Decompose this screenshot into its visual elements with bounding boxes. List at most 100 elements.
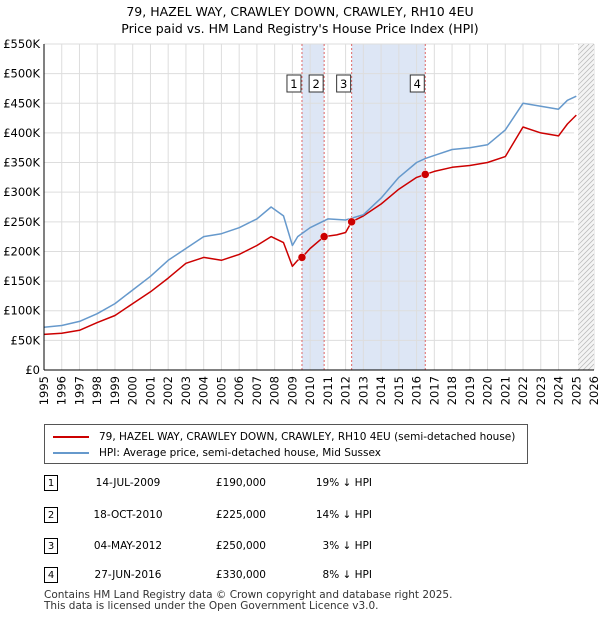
hatch-line <box>577 153 594 171</box>
y-tick-label: £350K <box>3 156 40 170</box>
hatch-line <box>577 103 594 121</box>
hatch-line <box>577 123 594 141</box>
grid-layer <box>43 43 595 371</box>
hatch-line <box>577 63 594 81</box>
x-tick-label: 2024 <box>552 376 566 405</box>
hatch-line <box>577 98 594 116</box>
transaction-price: £190,000 <box>215 477 266 489</box>
x-tick-label: 1999 <box>108 376 122 405</box>
table-row: 3 04-MAY-2012 £250,000 3% ↓ HPI <box>0 538 600 558</box>
hatch-line <box>577 298 594 316</box>
hatch-line <box>577 328 594 346</box>
sale-label-rect <box>286 74 302 93</box>
x-tick-label: 2004 <box>197 376 211 405</box>
footer-line-2: This data is licensed under the Open Gov… <box>44 600 379 612</box>
table-row: 2 18-OCT-2010 £225,000 14% ↓ HPI <box>0 507 600 527</box>
x-tick-label: 2006 <box>232 376 246 405</box>
hatch-line <box>577 353 594 370</box>
hatch-line <box>578 0 594 15</box>
price-chart: 1 2 3 4 £0 £50K £100K £150K £200K £250K £300K £350… <box>3 0 600 405</box>
transaction-date: 18-OCT-2010 <box>93 509 163 521</box>
transaction-hpi-diff: 14% ↓ HPI <box>315 509 372 521</box>
title-line-1: 79, HAZEL WAY, CRAWLEY DOWN, CRAWLEY, RH… <box>126 4 474 19</box>
hatch-line <box>577 78 594 96</box>
hatch-line <box>577 133 594 151</box>
legend-label-property: 79, HAZEL WAY, CRAWLEY DOWN, CRAWLEY, RH… <box>99 431 516 443</box>
transaction-date: 14-JUL-2009 <box>95 477 161 489</box>
x-tick-label: 2023 <box>534 376 548 405</box>
sale-label-text: 1 <box>290 77 297 91</box>
table-row: 4 27-JUN-2016 £330,000 8% ↓ HPI <box>0 567 600 587</box>
hatch-line <box>577 108 594 126</box>
y-tick-label: £300K <box>3 185 40 199</box>
x-tick-label: 1996 <box>55 376 69 405</box>
hatch-line <box>577 323 594 341</box>
sale-label-rect <box>409 74 425 93</box>
x-tick-label: 2002 <box>161 376 175 405</box>
y-tick-label: £50K <box>11 333 41 347</box>
hatch-line <box>577 218 594 236</box>
transaction-price: £225,000 <box>215 509 266 521</box>
x-tick-label: 2016 <box>410 376 424 405</box>
hatch-line <box>577 348 594 366</box>
hatch-line <box>578 24 594 40</box>
hatch-line <box>577 268 594 286</box>
hatch-line <box>577 253 594 271</box>
transaction-hpi-diff: 8% ↓ HPI <box>322 569 372 581</box>
x-tick-label: 2013 <box>356 376 370 405</box>
hatch-line <box>577 258 594 276</box>
hatch-line <box>577 168 594 186</box>
x-tick-label: 2000 <box>126 376 140 405</box>
x-tick-label: 2012 <box>339 376 353 405</box>
sale-label-box: 2 <box>308 74 324 93</box>
x-tick-label: 1995 <box>37 376 51 405</box>
hatch-line <box>577 143 594 161</box>
sale-label-boxes: 1 2 3 4 <box>286 74 425 93</box>
hatch-line <box>577 183 594 201</box>
sale-marker <box>297 253 307 262</box>
x-tick-label: 2008 <box>268 376 282 405</box>
hatch-line <box>577 178 594 196</box>
chart-title: 79, HAZEL WAY, CRAWLEY DOWN, CRAWLEY, RH… <box>0 3 600 37</box>
hatch-line <box>577 163 594 181</box>
hatch-line <box>577 83 594 101</box>
y-tick-label: £100K <box>3 304 40 318</box>
hatch-line <box>577 198 594 216</box>
hatch-line <box>578 19 594 35</box>
legend-label-hpi: HPI: Average price, semi-detached house,… <box>99 447 381 459</box>
hatch-line <box>577 223 594 241</box>
x-tick-label: 2021 <box>498 376 512 405</box>
transaction-number: 2 <box>44 507 58 523</box>
sale-label-text: 3 <box>340 77 347 91</box>
hatch-line <box>577 208 594 226</box>
hatch-line <box>577 248 594 266</box>
hatch-line <box>577 53 594 71</box>
hatch-line <box>577 243 594 261</box>
series-layer <box>43 95 577 336</box>
hatch-line <box>578 4 594 20</box>
hatch-line <box>577 318 594 336</box>
hatch-line <box>577 148 594 166</box>
sale-label-text: 4 <box>414 77 421 91</box>
x-tick-label: 2010 <box>303 376 317 405</box>
hatch-line <box>577 44 590 56</box>
hatch-line <box>578 9 594 25</box>
hatch-line <box>577 213 594 231</box>
hatch-line <box>577 203 594 221</box>
y-tick-label: £450K <box>3 96 40 110</box>
transaction-date: 27-JUN-2016 <box>94 569 162 581</box>
shaded-span <box>301 44 325 370</box>
transaction-number: 4 <box>44 567 58 583</box>
x-tick-label: 2025 <box>569 376 583 405</box>
x-tick-label: 2011 <box>321 376 335 405</box>
hatch-mask <box>574 44 579 370</box>
sale-label-text: 2 <box>312 77 319 91</box>
hatch-line <box>577 193 594 211</box>
hatch-line <box>577 283 594 301</box>
legend: 79, HAZEL WAY, CRAWLEY DOWN, CRAWLEY, RH… <box>44 424 528 464</box>
x-tick-label: 2018 <box>445 376 459 405</box>
hatch-line <box>577 293 594 311</box>
axis-layer: £0 £50K £100K £150K £200K £250K £300K £350K £400… <box>3 37 600 405</box>
legend-swatch-property <box>53 436 89 438</box>
hatch-line <box>577 313 594 331</box>
